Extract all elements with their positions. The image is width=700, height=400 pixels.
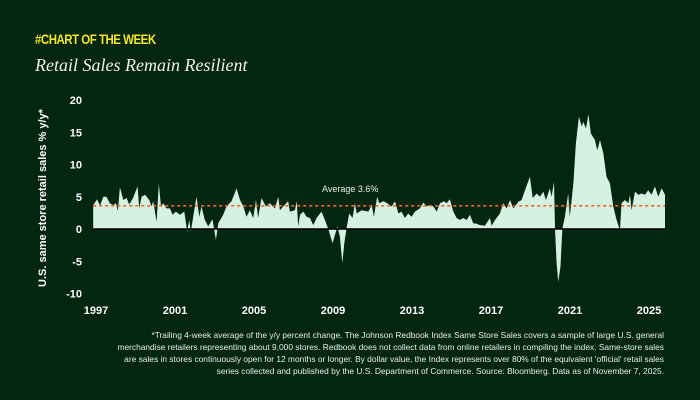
x-axis-ticks: 1997 2001 2005 2009 2013 2017 2021 2025	[84, 305, 661, 317]
y-tick-label: 10	[70, 160, 82, 172]
x-tick-label: 2013	[400, 305, 424, 317]
y-axis-ticks: -10 -5 0 5 10 15 20	[66, 95, 82, 301]
x-tick-label: 2025	[637, 305, 661, 317]
x-tick-label: 2021	[558, 305, 582, 317]
y-tick-label: 0	[76, 224, 82, 236]
y-tick-label: 20	[70, 95, 82, 107]
y-tick-label: 15	[70, 127, 82, 139]
retail-sales-area	[93, 114, 665, 282]
x-tick-label: 2009	[321, 305, 345, 317]
y-axis-label: U.S. same store retail sales % y/y*	[37, 108, 49, 287]
average-label: Average 3.6%	[322, 184, 378, 194]
footnote: *Trailing 4-week average of the y/y perc…	[117, 330, 664, 376]
y-tick-label: 5	[76, 192, 82, 204]
x-tick-label: 2001	[163, 305, 187, 317]
x-tick-label: 2005	[242, 305, 266, 317]
x-tick-label: 1997	[84, 305, 108, 317]
x-tick-label: 2017	[479, 305, 503, 317]
chart-title: Retail Sales Remain Resilient	[35, 55, 248, 75]
y-tick-label: -5	[72, 256, 82, 268]
y-tick-label: -10	[66, 289, 82, 301]
chart-of-the-week-kicker: #CHART OF THE WEEK	[35, 31, 156, 47]
